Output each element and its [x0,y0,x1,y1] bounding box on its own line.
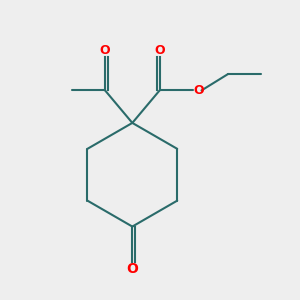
Text: O: O [100,44,110,57]
Text: O: O [126,262,138,276]
Text: O: O [154,44,165,57]
Text: O: O [193,84,204,97]
